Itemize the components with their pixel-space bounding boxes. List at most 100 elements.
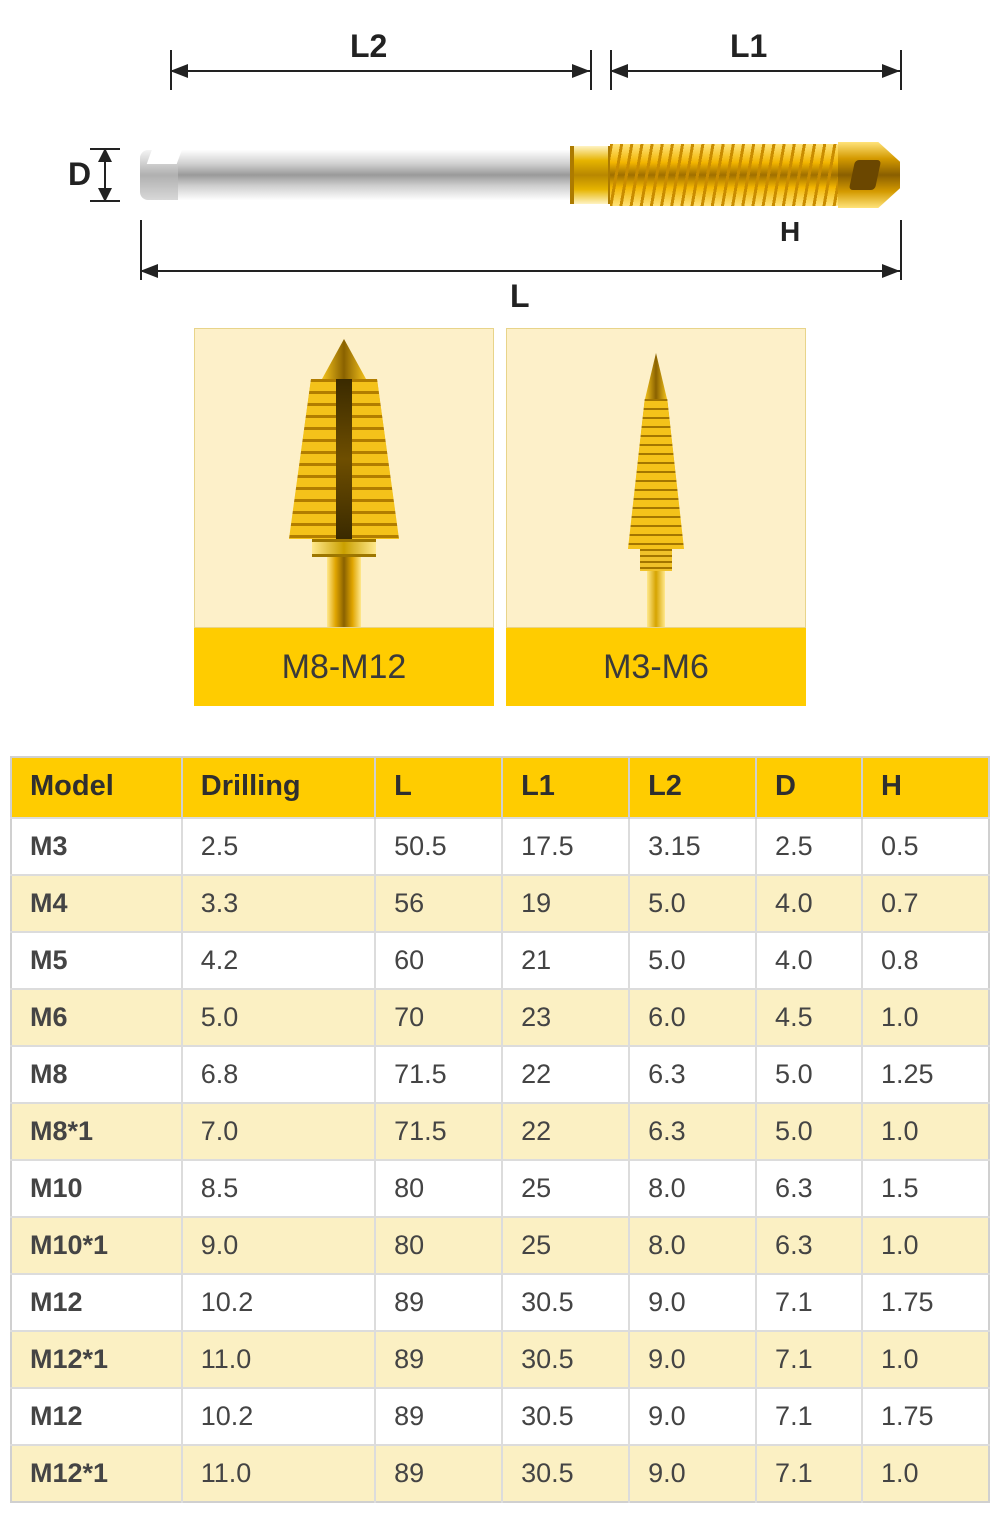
table-cell: 6.3	[756, 1217, 862, 1274]
spec-table-wrap: ModelDrillingLL1L2DH M32.550.517.53.152.…	[10, 756, 990, 1503]
table-cell: 5.0	[756, 1046, 862, 1103]
table-cell: 22	[502, 1103, 629, 1160]
table-row: M10*19.080258.06.31.0	[11, 1217, 989, 1274]
table-cell: 0.7	[862, 875, 989, 932]
spec-table: ModelDrillingLL1L2DH M32.550.517.53.152.…	[10, 756, 990, 1503]
table-cell: 22	[502, 1046, 629, 1103]
table-row: M54.260215.04.00.8	[11, 932, 989, 989]
table-cell: M12	[11, 1274, 182, 1331]
table-cell: 25	[502, 1160, 629, 1217]
table-cell: M8	[11, 1046, 182, 1103]
table-cell: M3	[11, 818, 182, 875]
table-cell: 80	[375, 1217, 502, 1274]
photo-small-tap	[506, 328, 806, 628]
table-row: M1210.28930.59.07.11.75	[11, 1274, 989, 1331]
table-cell: 6.3	[629, 1046, 756, 1103]
table-cell: M10	[11, 1160, 182, 1217]
table-cell: 6.3	[629, 1103, 756, 1160]
col-d: D	[756, 757, 862, 818]
col-l1: L1	[502, 757, 629, 818]
table-row: M8*17.071.5226.35.01.0	[11, 1103, 989, 1160]
photo-card-large: M8-M12	[194, 328, 494, 706]
table-cell: 30.5	[502, 1388, 629, 1445]
label-H: H	[780, 216, 800, 248]
table-cell: 70	[375, 989, 502, 1046]
table-cell: 89	[375, 1331, 502, 1388]
table-cell: 50.5	[375, 818, 502, 875]
table-cell: 3.3	[182, 875, 375, 932]
table-cell: 30.5	[502, 1274, 629, 1331]
table-row: M1210.28930.59.07.11.75	[11, 1388, 989, 1445]
table-cell: 80	[375, 1160, 502, 1217]
table-cell: 9.0	[629, 1274, 756, 1331]
table-cell: 17.5	[502, 818, 629, 875]
table-cell: 8.0	[629, 1160, 756, 1217]
table-row: M108.580258.06.31.5	[11, 1160, 989, 1217]
table-cell: M12*1	[11, 1331, 182, 1388]
table-cell: 19	[502, 875, 629, 932]
label-L2: L2	[350, 28, 387, 65]
table-cell: 30.5	[502, 1445, 629, 1502]
table-cell: M4	[11, 875, 182, 932]
table-cell: 1.0	[862, 1217, 989, 1274]
table-cell: 7.1	[756, 1445, 862, 1502]
table-cell: 71.5	[375, 1103, 502, 1160]
table-cell: 25	[502, 1217, 629, 1274]
table-cell: 71.5	[375, 1046, 502, 1103]
table-cell: M8*1	[11, 1103, 182, 1160]
table-cell: 30.5	[502, 1331, 629, 1388]
table-cell: 1.0	[862, 1103, 989, 1160]
table-cell: M10*1	[11, 1217, 182, 1274]
col-l: L	[375, 757, 502, 818]
col-drilling: Drilling	[182, 757, 375, 818]
table-cell: M12*1	[11, 1445, 182, 1502]
table-cell: 6.3	[756, 1160, 862, 1217]
table-cell: 89	[375, 1274, 502, 1331]
dimension-diagram: L2 L1 D H L	[70, 20, 930, 310]
table-cell: 1.0	[862, 989, 989, 1046]
table-cell: 0.5	[862, 818, 989, 875]
table-cell: 21	[502, 932, 629, 989]
table-cell: 7.1	[756, 1388, 862, 1445]
table-row: M86.871.5226.35.01.25	[11, 1046, 989, 1103]
table-cell: 7.1	[756, 1331, 862, 1388]
table-cell: 4.0	[756, 875, 862, 932]
table-cell: 11.0	[182, 1445, 375, 1502]
table-cell: 6.8	[182, 1046, 375, 1103]
table-cell: 9.0	[629, 1445, 756, 1502]
table-cell: 4.5	[756, 989, 862, 1046]
table-cell: 60	[375, 932, 502, 989]
table-row: M12*111.08930.59.07.11.0	[11, 1331, 989, 1388]
table-cell: 6.0	[629, 989, 756, 1046]
table-cell: 8.5	[182, 1160, 375, 1217]
table-row: M12*111.08930.59.07.11.0	[11, 1445, 989, 1502]
table-cell: 5.0	[182, 989, 375, 1046]
table-cell: 1.5	[862, 1160, 989, 1217]
tap-tool-illustration	[140, 140, 900, 210]
table-cell: 10.2	[182, 1388, 375, 1445]
table-cell: 3.15	[629, 818, 756, 875]
table-row: M43.356195.04.00.7	[11, 875, 989, 932]
table-row: M32.550.517.53.152.50.5	[11, 818, 989, 875]
table-row: M65.070236.04.51.0	[11, 989, 989, 1046]
table-cell: 9.0	[629, 1331, 756, 1388]
table-cell: 9.0	[629, 1388, 756, 1445]
table-cell: 56	[375, 875, 502, 932]
table-cell: 2.5	[182, 818, 375, 875]
table-cell: 1.75	[862, 1274, 989, 1331]
table-cell: 5.0	[629, 932, 756, 989]
table-cell: 4.0	[756, 932, 862, 989]
table-cell: 4.2	[182, 932, 375, 989]
col-l2: L2	[629, 757, 756, 818]
table-cell: 9.0	[182, 1217, 375, 1274]
table-cell: 1.0	[862, 1331, 989, 1388]
table-cell: M6	[11, 989, 182, 1046]
table-cell: M5	[11, 932, 182, 989]
table-cell: 89	[375, 1445, 502, 1502]
label-L: L	[510, 278, 530, 315]
table-cell: 8.0	[629, 1217, 756, 1274]
table-cell: 1.75	[862, 1388, 989, 1445]
label-L1: L1	[730, 28, 767, 65]
photo-large-tap	[194, 328, 494, 628]
table-cell: 5.0	[629, 875, 756, 932]
